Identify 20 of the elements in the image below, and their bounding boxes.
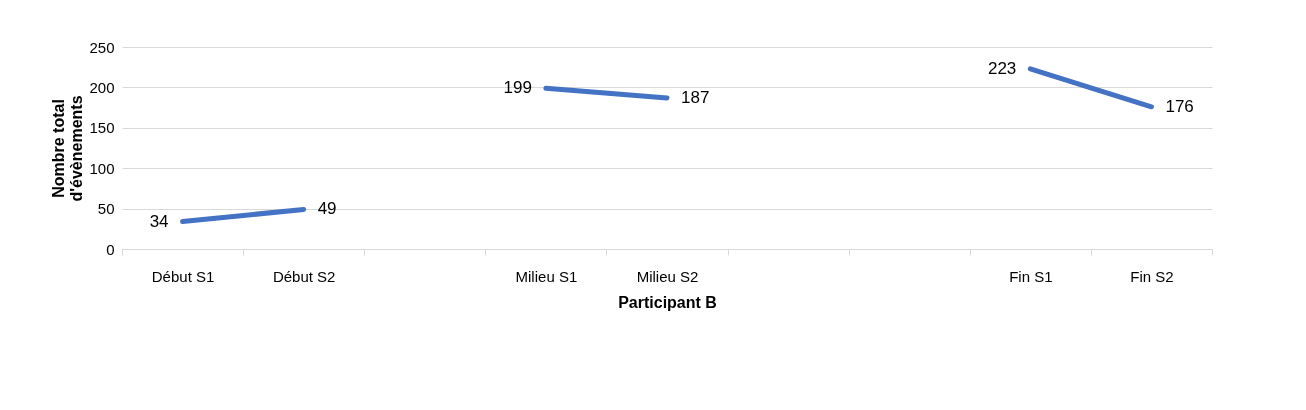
y-tick-label: 50 bbox=[97, 200, 115, 218]
x-tick-label: Début S2 bbox=[272, 267, 336, 285]
y-tick-label: 150 bbox=[89, 119, 115, 137]
y-axis-title: Nombre total d'évènements bbox=[50, 95, 86, 202]
x-tick-label: Milieu S1 bbox=[515, 267, 578, 285]
data-label: 199 bbox=[503, 78, 532, 98]
data-label: 49 bbox=[317, 199, 337, 219]
y-tick-label: 0 bbox=[106, 240, 115, 258]
y-tick-label: 200 bbox=[89, 78, 115, 96]
x-axis-title: Participant B bbox=[618, 293, 717, 311]
y-tick-label: 100 bbox=[89, 159, 115, 177]
x-tick-label: Milieu S2 bbox=[636, 267, 699, 285]
x-tick-label: Fin S1 bbox=[1009, 267, 1053, 285]
x-tick-label: Fin S2 bbox=[1130, 267, 1174, 285]
y-tick-label: 250 bbox=[89, 38, 115, 56]
x-tick-label: Début S1 bbox=[151, 267, 215, 285]
data-label: 176 bbox=[1165, 96, 1194, 116]
data-label: 223 bbox=[987, 58, 1017, 78]
data-label: 187 bbox=[681, 87, 710, 107]
data-label: 34 bbox=[149, 211, 169, 231]
